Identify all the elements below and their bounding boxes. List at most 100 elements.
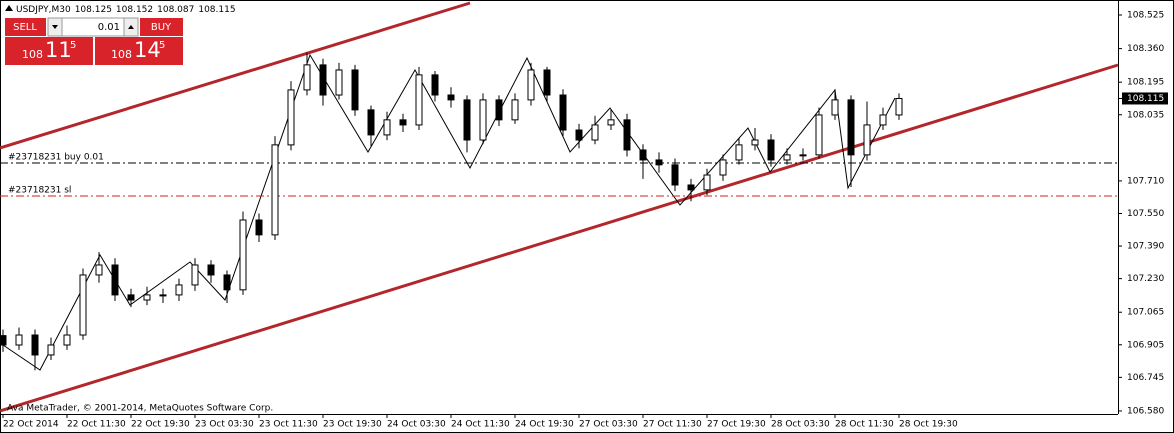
candle-body xyxy=(111,264,119,296)
candle-body xyxy=(0,335,7,346)
candle-body xyxy=(239,219,247,291)
sell-price-big[interactable]: 11 xyxy=(45,38,72,62)
low: 108.087 xyxy=(157,5,194,15)
sell-label[interactable]: SELL xyxy=(13,22,37,33)
channel-upper xyxy=(0,1,471,150)
x-tick-label: 28 Oct 03:30 xyxy=(771,420,830,430)
candle-body xyxy=(143,294,151,301)
candle-body xyxy=(31,334,39,356)
buy-price-big[interactable]: 14 xyxy=(134,38,161,62)
candle-body xyxy=(319,64,327,96)
candle-body xyxy=(895,97,903,116)
candle-body xyxy=(719,159,727,176)
candle-body xyxy=(367,109,375,136)
x-tick-label: 22 Oct 19:30 xyxy=(131,420,190,430)
buy-label[interactable]: BUY xyxy=(151,22,172,33)
x-tick-label: 24 Oct 11:30 xyxy=(451,420,510,430)
sell-price-box[interactable] xyxy=(5,37,93,65)
buy-price-head[interactable]: 108 xyxy=(111,48,132,61)
candle-body xyxy=(511,99,519,121)
candle-body xyxy=(207,264,215,276)
candle-body xyxy=(191,264,199,286)
x-tick-label: 24 Oct 19:30 xyxy=(515,420,574,430)
candle-body xyxy=(655,159,663,166)
candle-body xyxy=(879,114,887,126)
buy-price-box[interactable] xyxy=(95,37,183,65)
candle-body xyxy=(335,69,343,96)
candle-body xyxy=(751,139,759,146)
candle-body xyxy=(527,69,535,101)
close: 108.115 xyxy=(198,5,235,15)
sell-button[interactable] xyxy=(5,18,46,36)
sell-price-head[interactable]: 108 xyxy=(22,48,43,61)
lot-value[interactable]: 0.01 xyxy=(98,22,120,33)
candle-body xyxy=(47,344,55,356)
candle-body xyxy=(415,74,423,126)
candle-body xyxy=(303,64,311,91)
x-tick-label: 28 Oct 19:30 xyxy=(899,420,958,430)
candle-body xyxy=(559,94,567,131)
candle-body xyxy=(847,99,855,156)
candle-body xyxy=(399,119,407,126)
candle-body xyxy=(591,124,599,141)
candle-body xyxy=(127,294,135,301)
candle-body xyxy=(271,144,279,236)
order-label: #23718231 buy 0.01 xyxy=(8,153,104,163)
lot-down-arrow xyxy=(52,25,58,29)
lot-up-arrow xyxy=(128,25,134,29)
y-tick-label: 106.580 xyxy=(1127,406,1164,416)
candle-body xyxy=(815,114,823,156)
y-tick-label: 107.230 xyxy=(1127,274,1164,284)
candle-body xyxy=(863,124,871,156)
candle-body xyxy=(95,264,103,276)
zigzag xyxy=(2,53,896,371)
last-price-label: 108.115 xyxy=(1127,94,1164,104)
candle-body xyxy=(63,334,71,346)
x-tick-label: 28 Oct 11:30 xyxy=(835,420,894,430)
candle-body xyxy=(15,334,23,346)
x-tick-label: 23 Oct 19:30 xyxy=(323,420,382,430)
x-tick-label: 22 Oct 2014 xyxy=(3,420,59,430)
candle-body xyxy=(671,164,679,186)
candle-body xyxy=(735,144,743,161)
candle-body xyxy=(783,154,791,161)
trade-panel: SELL 0.01 BUY 108 11 5 108 14 5 xyxy=(5,17,183,65)
menu-icon[interactable] xyxy=(5,5,13,11)
candle-body xyxy=(799,154,807,157)
candle-body xyxy=(495,99,503,121)
x-tick-label: 23 Oct 03:30 xyxy=(195,420,254,430)
plot-area: #23718231 buy 0.01 #23718231 sl xyxy=(0,1,1119,413)
x-tick-label: 23 Oct 11:30 xyxy=(259,420,318,430)
candle-body xyxy=(447,94,455,101)
channel-lower xyxy=(0,63,1119,413)
y-tick-label: 108.035 xyxy=(1127,110,1164,120)
buy-button[interactable] xyxy=(140,18,183,36)
candle-body xyxy=(575,129,583,141)
high: 108.152 xyxy=(116,5,153,15)
candle-body xyxy=(463,99,471,141)
candle-body xyxy=(831,99,839,116)
sell-price-tail[interactable]: 5 xyxy=(70,40,76,51)
open: 108.125 xyxy=(75,5,112,15)
y-tick-label: 107.710 xyxy=(1127,176,1164,186)
x-tick-label: 27 Oct 03:30 xyxy=(579,420,638,430)
y-tick-label: 108.195 xyxy=(1127,78,1164,88)
last-price-box xyxy=(1122,92,1168,105)
candle-body xyxy=(623,119,631,151)
candle-body xyxy=(383,119,391,136)
x-tick-label: 27 Oct 11:30 xyxy=(643,420,702,430)
buy-price-tail[interactable]: 5 xyxy=(159,40,165,51)
candle-body xyxy=(287,89,295,146)
candle-body xyxy=(79,274,87,336)
x-tick-label: 27 Oct 19:30 xyxy=(707,420,766,430)
candle-body xyxy=(351,69,359,111)
candle-body xyxy=(703,174,711,191)
copyright: Ava MetaTrader, © 2001-2014, MetaQuotes … xyxy=(7,404,273,414)
order-label: #23718231 sl xyxy=(8,185,71,195)
y-tick-label: 106.745 xyxy=(1127,373,1164,383)
symbol-header: USDJPY,M30 108.125 108.152 108.087 108.115 xyxy=(16,5,236,15)
candle-body xyxy=(687,184,695,191)
candle-body xyxy=(543,69,551,96)
